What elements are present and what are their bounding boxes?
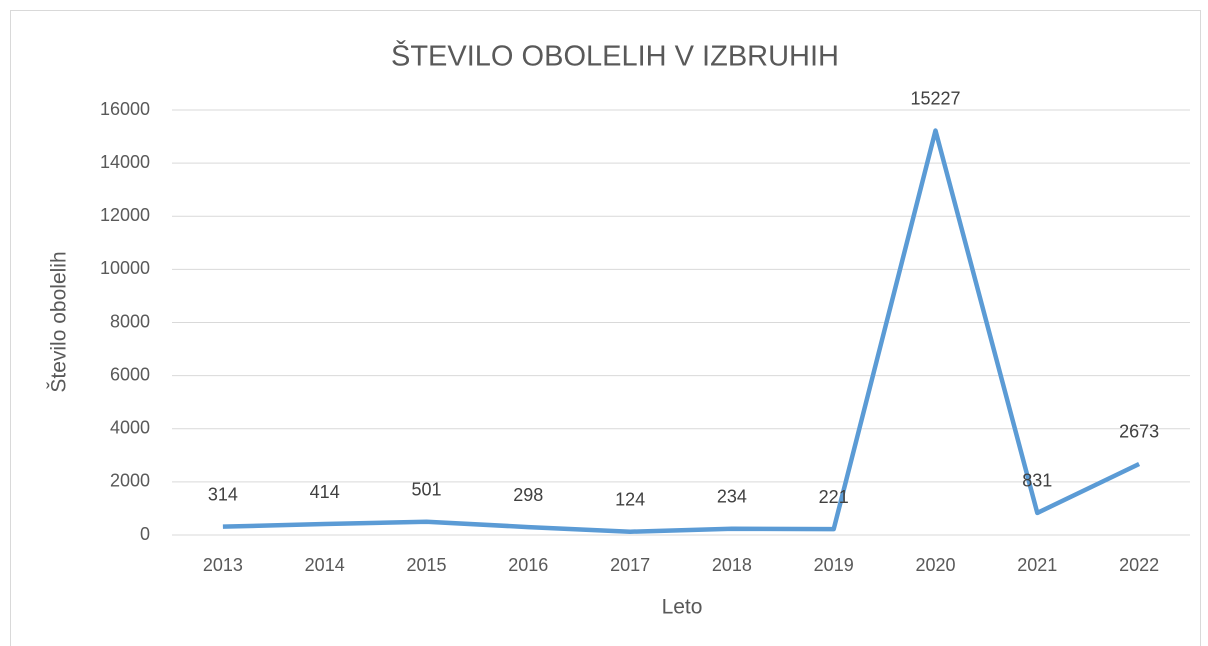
- x-tick-label: 2018: [712, 555, 752, 575]
- x-tick-label: 2022: [1119, 555, 1159, 575]
- y-tick-label: 4000: [110, 418, 150, 438]
- data-line: [222, 128, 1141, 534]
- chart-title: ŠTEVILO OBOLELIH V IZBRUHIH: [391, 39, 839, 73]
- x-tick-label: 2013: [203, 555, 243, 575]
- y-tick-label: 14000: [100, 152, 150, 172]
- y-tick-label: 12000: [100, 205, 150, 225]
- y-tick-label: 8000: [110, 311, 150, 331]
- chart-border: [10, 10, 1201, 646]
- y-tick-label: 16000: [100, 99, 150, 119]
- data-label: 2673: [1119, 422, 1159, 442]
- x-tick-label: 2019: [814, 555, 854, 575]
- data-label: 234: [717, 487, 747, 507]
- x-tick-label: 2014: [305, 555, 345, 575]
- x-tick-label: 2021: [1017, 555, 1057, 575]
- x-tick-label: 2015: [406, 555, 446, 575]
- data-label: 15227: [910, 88, 960, 108]
- y-tick-label: 6000: [110, 364, 150, 384]
- x-axis-label: Leto: [662, 596, 703, 619]
- y-tick-label: 2000: [110, 471, 150, 491]
- x-tick-label: 2017: [610, 555, 650, 575]
- y-tick-label: 10000: [100, 258, 150, 278]
- data-label: 314: [208, 484, 238, 504]
- x-tick-label: 2016: [508, 555, 548, 575]
- data-label: 124: [615, 489, 645, 509]
- data-label: 298: [513, 485, 543, 505]
- y-tick-label: 0: [140, 524, 150, 544]
- y-axis-label: Število obolelih: [48, 251, 71, 392]
- data-label: 831: [1022, 471, 1052, 491]
- x-tick-label: 2020: [915, 555, 955, 575]
- data-label: 221: [819, 487, 849, 507]
- data-label: 414: [310, 482, 340, 502]
- data-label: 501: [411, 479, 441, 499]
